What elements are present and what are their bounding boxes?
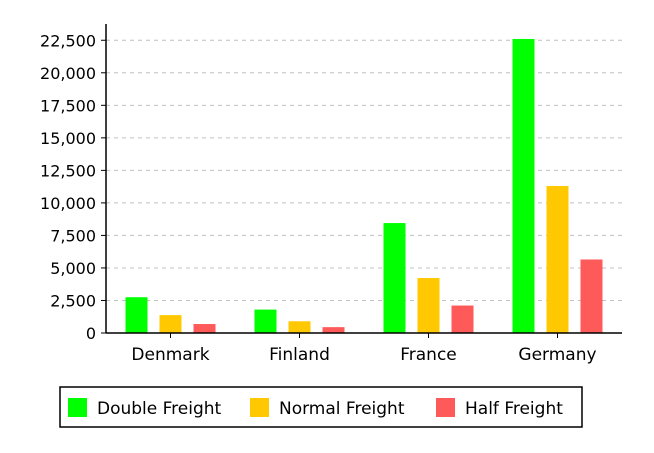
y-tick-label: 15,000 <box>40 129 96 148</box>
x-tick-label: Finland <box>269 345 330 365</box>
bar-half-freight-germany <box>580 259 603 333</box>
x-tick-label: Denmark <box>131 345 209 365</box>
bar-double-freight-denmark <box>125 297 148 333</box>
y-tick-label: 5,000 <box>50 259 96 278</box>
y-tick-label: 22,500 <box>40 31 96 50</box>
y-tick-label: 17,500 <box>40 96 96 115</box>
bar-normal-freight-finland <box>288 321 311 333</box>
y-tick-label: 20,000 <box>40 64 96 83</box>
y-tick-label: 7,500 <box>50 226 96 245</box>
bar-double-freight-germany <box>512 38 535 334</box>
axes <box>105 24 622 334</box>
bar-normal-freight-france <box>417 278 440 333</box>
legend-swatch <box>436 398 455 417</box>
bar-half-freight-france <box>451 305 474 333</box>
legend-swatch <box>68 398 87 417</box>
bars <box>125 38 603 334</box>
bar-half-freight-finland <box>322 327 345 333</box>
y-tick-label: 2,500 <box>50 291 96 310</box>
y-axis-ticks: 0 2,500 5,000 7,500 10,000 12,500 15,000 17,500… <box>40 31 106 343</box>
legend-box <box>59 386 583 428</box>
bar-normal-freight-denmark <box>159 315 182 333</box>
legend-swatch <box>250 398 269 417</box>
y-tick-label: 0 <box>86 324 96 343</box>
bar-double-freight-france <box>383 223 406 333</box>
bar-double-freight-finland <box>254 309 277 333</box>
bar-half-freight-denmark <box>193 324 216 333</box>
gridlines <box>106 39 622 301</box>
legend-label: Half Freight <box>465 399 563 419</box>
legend-label: Double Freight <box>97 399 222 419</box>
y-tick-label: 12,500 <box>40 161 96 180</box>
y-tick-label: 10,000 <box>40 194 96 213</box>
legend: Double Freight Normal Freight Half Freight <box>59 386 583 428</box>
x-tick-label: France <box>400 345 457 365</box>
legend-label: Normal Freight <box>279 399 405 419</box>
x-axis-ticks: Denmark Finland France Germany <box>131 333 597 365</box>
x-tick-label: Germany <box>518 345 596 365</box>
bar-normal-freight-germany <box>546 185 569 333</box>
